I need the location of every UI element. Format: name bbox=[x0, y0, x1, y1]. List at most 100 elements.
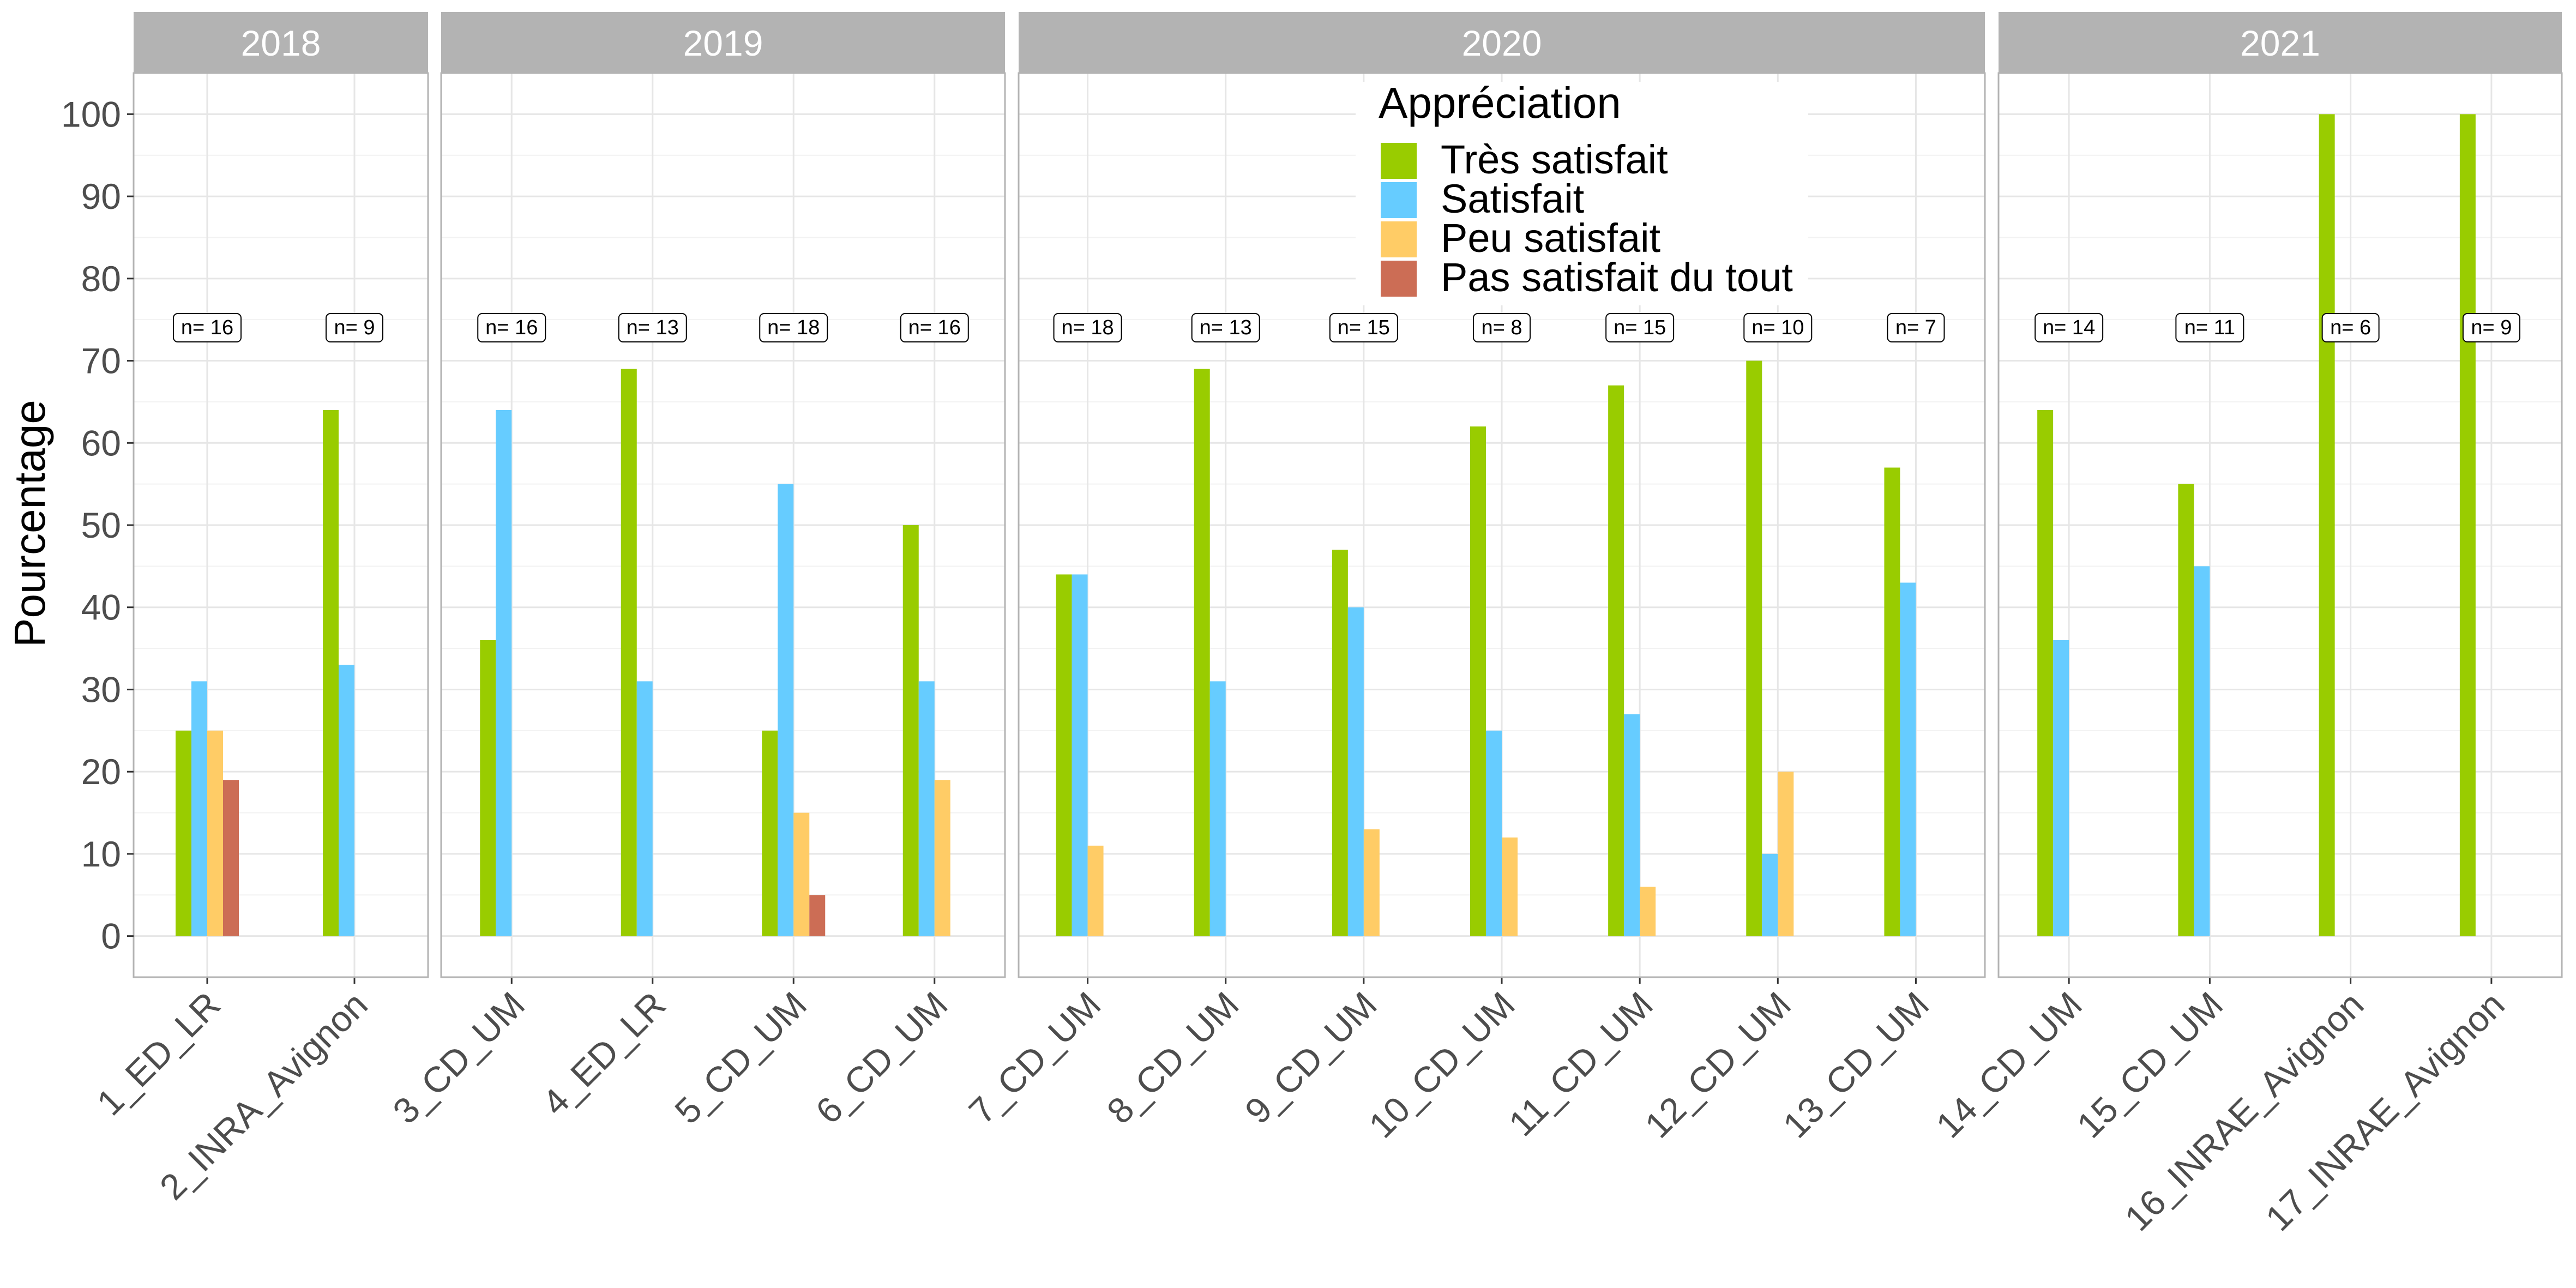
panel-border bbox=[1997, 72, 2563, 978]
sample-size-box bbox=[1887, 313, 1945, 342]
sample-size-label: n= 9 bbox=[334, 316, 375, 339]
sample-size-box bbox=[618, 313, 687, 342]
x-tick-label: 12_CD_UM bbox=[1637, 984, 1798, 1146]
panel-border bbox=[1018, 72, 1986, 978]
bar bbox=[1900, 582, 1916, 936]
bar bbox=[1332, 550, 1348, 936]
bar-group-9_CD_UM: n= 15 9_CD_UM bbox=[1237, 313, 1398, 1131]
sample-size-label: n= 6 bbox=[2330, 316, 2371, 339]
bar bbox=[1470, 426, 1486, 936]
bar bbox=[1209, 681, 1226, 936]
bar bbox=[636, 681, 653, 936]
y-tick-label: 40 bbox=[81, 587, 121, 628]
x-tick-label: 10_CD_UM bbox=[1361, 984, 1522, 1146]
bar-group-4_ED_LR: n= 13 4_ED_LR bbox=[534, 313, 687, 1123]
bar bbox=[2178, 484, 2194, 936]
bar-group-13_CD_UM: n= 7 13_CD_UM bbox=[1775, 313, 1945, 1146]
sample-size-label: n= 13 bbox=[627, 316, 679, 339]
sample-size-box bbox=[2035, 313, 2104, 342]
y-tick-label: 70 bbox=[81, 341, 121, 381]
sample-size-label: n= 13 bbox=[1200, 316, 1252, 339]
y-tick-label: 50 bbox=[81, 505, 121, 545]
sample-size-box bbox=[477, 313, 546, 342]
bar bbox=[1884, 467, 1900, 936]
panel-border bbox=[440, 72, 1006, 978]
sample-size-box bbox=[1473, 313, 1531, 342]
bar-group-5_CD_UM: n= 18 5_CD_UM bbox=[667, 313, 828, 1131]
bar bbox=[1624, 714, 1640, 936]
sample-size-box bbox=[1743, 313, 1813, 342]
x-tick-label: 8_CD_UM bbox=[1099, 984, 1246, 1131]
bar bbox=[778, 484, 794, 936]
bar-group-8_CD_UM: n= 13 8_CD_UM bbox=[1099, 313, 1260, 1131]
panel-strip bbox=[441, 12, 1005, 73]
bar bbox=[1746, 360, 1762, 936]
legend-title: Appréciation bbox=[1379, 79, 1621, 127]
bar bbox=[934, 780, 950, 936]
panel-title: 2021 bbox=[2240, 23, 2320, 63]
y-tick-label: 30 bbox=[81, 669, 121, 709]
bar bbox=[323, 410, 339, 936]
legend-item: Pas satisfait du tout bbox=[1381, 255, 1793, 300]
sample-size-label: n= 7 bbox=[1895, 316, 1936, 339]
y-tick-label: 100 bbox=[61, 94, 121, 134]
bar bbox=[1640, 887, 1656, 936]
panel-strip bbox=[1019, 12, 1985, 73]
sample-size-label: n= 11 bbox=[2184, 316, 2235, 339]
bar bbox=[339, 665, 354, 936]
sample-size-label: n= 15 bbox=[1338, 316, 1390, 339]
bar bbox=[176, 730, 191, 936]
bar bbox=[2037, 410, 2054, 936]
x-tick-label: 14_CD_UM bbox=[1928, 984, 2090, 1146]
bar bbox=[480, 640, 496, 936]
bar bbox=[2053, 640, 2069, 936]
y-axis: Pourcentage 0 10 20 30 40 50 60 70 80 90 100 bbox=[5, 94, 134, 956]
bar-group-7_CD_UM: n= 18 7_CD_UM bbox=[961, 313, 1122, 1131]
bar-group-6_CD_UM: n= 16 6_CD_UM bbox=[808, 313, 969, 1131]
x-tick-label: 9_CD_UM bbox=[1237, 984, 1385, 1131]
sample-size-box bbox=[2175, 313, 2244, 342]
bar bbox=[2319, 114, 2335, 936]
x-tick-label: 1_ED_LR bbox=[89, 984, 228, 1123]
legend-swatch bbox=[1381, 143, 1417, 179]
bar bbox=[793, 812, 810, 936]
bar bbox=[902, 525, 919, 936]
legend-item: Peu satisfait bbox=[1381, 215, 1661, 261]
x-tick-label: 3_CD_UM bbox=[385, 984, 532, 1131]
legend-label: Peu satisfait bbox=[1441, 215, 1661, 261]
bar-group-12_CD_UM: n= 10 12_CD_UM bbox=[1637, 313, 1813, 1146]
panel-2019: 2019 n= 16 3_CD_UM n= 13 4_ED_LR n= 18 5_CD_UM… bbox=[385, 12, 1006, 1131]
bar bbox=[1778, 772, 1794, 936]
legend-label: Satisfait bbox=[1441, 176, 1585, 221]
sample-size-box bbox=[1329, 313, 1398, 342]
sample-size-label: n= 15 bbox=[1614, 316, 1666, 339]
legend-item: Satisfait bbox=[1381, 176, 1585, 221]
sample-size-box bbox=[173, 313, 242, 342]
y-tick-label: 10 bbox=[81, 834, 121, 874]
panel-strip bbox=[134, 12, 428, 73]
sample-size-box bbox=[2462, 313, 2520, 342]
sample-size-box bbox=[759, 313, 828, 342]
bar bbox=[1087, 845, 1104, 936]
y-tick-label: 90 bbox=[81, 176, 121, 216]
panel-title: 2019 bbox=[683, 23, 763, 63]
bar bbox=[1194, 369, 1210, 936]
sample-size-box bbox=[900, 313, 969, 342]
y-tick-label: 20 bbox=[81, 751, 121, 792]
legend-swatch bbox=[1381, 261, 1417, 297]
x-tick-label: 17_INRAE_Avignon bbox=[2258, 984, 2512, 1239]
sample-size-box bbox=[326, 313, 383, 342]
sample-size-label: n= 14 bbox=[2043, 316, 2095, 339]
legend-label: Pas satisfait du tout bbox=[1441, 255, 1793, 300]
sample-size-label: n= 8 bbox=[1481, 316, 1522, 339]
bar bbox=[621, 369, 637, 936]
bar-group-3_CD_UM: n= 16 3_CD_UM bbox=[385, 313, 546, 1131]
bar bbox=[1363, 829, 1380, 936]
x-tick-label: 5_CD_UM bbox=[667, 984, 814, 1131]
bar bbox=[2459, 114, 2476, 936]
x-tick-label: 13_CD_UM bbox=[1775, 984, 1936, 1146]
sample-size-label: n= 16 bbox=[908, 316, 961, 339]
